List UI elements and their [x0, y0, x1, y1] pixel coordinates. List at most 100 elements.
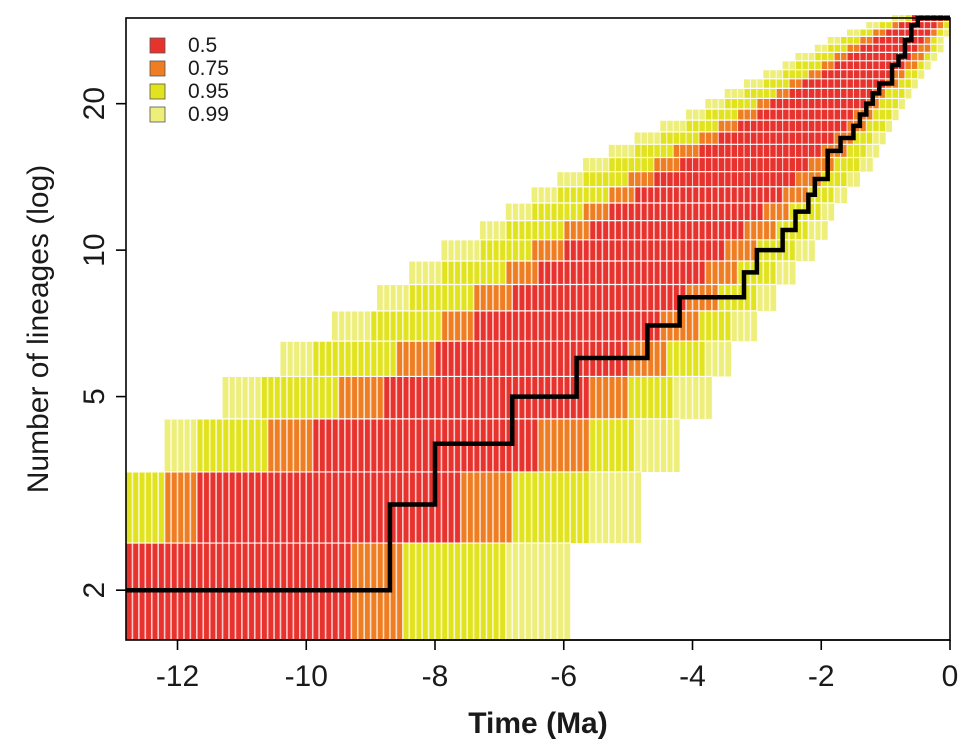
- heat-cell: [879, 98, 899, 110]
- heat-cell: [859, 44, 918, 53]
- heat-cell: [892, 109, 899, 121]
- x-tick-label: -4: [679, 660, 706, 693]
- x-axis: -12 -10 -8 -6 -4 -2 0: [156, 639, 959, 693]
- observed-lineage-step-line: [126, 15, 950, 593]
- heat-cell: [563, 239, 725, 261]
- heat-cell: [924, 52, 931, 61]
- heat-cell: [756, 284, 777, 311]
- heat-cell: [885, 88, 905, 99]
- heat-cell: [686, 109, 706, 121]
- heat-cell: [409, 260, 442, 285]
- x-tick-label: -6: [550, 660, 577, 693]
- heat-cell: [904, 88, 912, 99]
- heat-cell: [911, 78, 918, 89]
- y-tick-label: 5: [78, 388, 111, 405]
- heat-cell: [724, 239, 757, 261]
- heat-cell: [718, 120, 738, 132]
- x-tick-label: -8: [422, 660, 449, 693]
- heat-cell: [930, 36, 938, 45]
- heat-cell: [744, 220, 777, 240]
- heat-cell: [821, 69, 893, 79]
- x-tick-label: 0: [942, 660, 959, 693]
- heat-cell: [924, 60, 931, 70]
- heat-cell: [583, 171, 629, 187]
- heat-cell: [698, 144, 822, 158]
- heat-cell: [705, 260, 738, 285]
- heat-cell: [885, 120, 893, 132]
- heat-cell: [827, 44, 847, 53]
- heat-cell: [686, 120, 719, 132]
- x-tick-label: -2: [808, 660, 835, 693]
- legend-label: 0.75: [188, 57, 229, 80]
- heat-cell: [937, 36, 944, 45]
- y-tick-label: 2: [78, 582, 111, 599]
- heat-cell: [505, 220, 564, 240]
- heat-cell: [196, 418, 268, 472]
- heat-cell: [943, 21, 950, 29]
- heat-cell: [737, 109, 757, 121]
- heat-cell: [628, 376, 674, 419]
- heat-cell: [512, 284, 687, 311]
- heat-cell: [763, 69, 783, 79]
- y-axis-title: Number of lineages (log): [22, 165, 55, 494]
- heat-cell: [737, 120, 847, 132]
- legend-swatch: [149, 106, 166, 123]
- x-tick-label: -10: [285, 660, 328, 693]
- legend-label: 0.95: [188, 80, 229, 103]
- heat-cell: [789, 88, 873, 99]
- heat-cell: [196, 471, 461, 544]
- heat-cell: [441, 310, 474, 342]
- heat-cell: [885, 28, 931, 37]
- heat-cell: [769, 98, 867, 110]
- heat-cell: [917, 60, 925, 70]
- heat-cell: [814, 52, 835, 61]
- heat-cell: [930, 44, 938, 53]
- heat-cell: [608, 157, 654, 172]
- heat-cell: [937, 28, 944, 37]
- heat-cell: [866, 120, 886, 132]
- heat-cell: [267, 418, 313, 472]
- heat-cell: [924, 36, 931, 45]
- heat-cell: [840, 36, 860, 45]
- heat-cell: [801, 78, 886, 89]
- legend-label: 0.5: [188, 34, 217, 57]
- heat-cell: [898, 98, 905, 110]
- heat-cell: [634, 186, 783, 203]
- heat-cell: [312, 341, 397, 377]
- heat-cell: [756, 109, 854, 121]
- legend-swatch: [149, 37, 166, 54]
- heat-cell: [808, 220, 828, 240]
- heat-cell: [892, 21, 899, 29]
- heat-cell: [164, 418, 197, 472]
- heat-cell: [505, 260, 538, 285]
- heat-cell: [164, 471, 197, 544]
- heat-cell: [930, 52, 938, 61]
- heat-cell: [338, 376, 384, 419]
- legend: 0.50.750.950.99: [149, 34, 229, 126]
- heat-cell: [776, 260, 796, 285]
- heat-cell: [473, 310, 661, 342]
- heat-cell: [377, 284, 410, 311]
- legend-label: 0.99: [188, 103, 229, 126]
- x-axis-title: Time (Ma): [468, 707, 607, 740]
- heat-cell: [531, 239, 564, 261]
- heat-cell: [634, 418, 680, 472]
- heat-cell: [698, 131, 719, 145]
- x-tick-label: -12: [156, 660, 199, 693]
- heat-cell: [705, 109, 738, 121]
- heat-cell: [937, 44, 944, 53]
- heat-cell: [834, 60, 905, 70]
- heat-cell: [930, 28, 938, 37]
- legend-swatch: [149, 83, 166, 100]
- heat-cell: [698, 310, 732, 342]
- y-tick-label: 10: [78, 233, 111, 266]
- heat-cell: [744, 78, 764, 89]
- heat-cell: [853, 131, 873, 145]
- heat-cell: [847, 144, 867, 158]
- legend-swatch: [149, 60, 166, 77]
- heat-cell: [937, 21, 944, 29]
- heat-cell: [795, 52, 815, 61]
- heat-cell: [280, 341, 313, 377]
